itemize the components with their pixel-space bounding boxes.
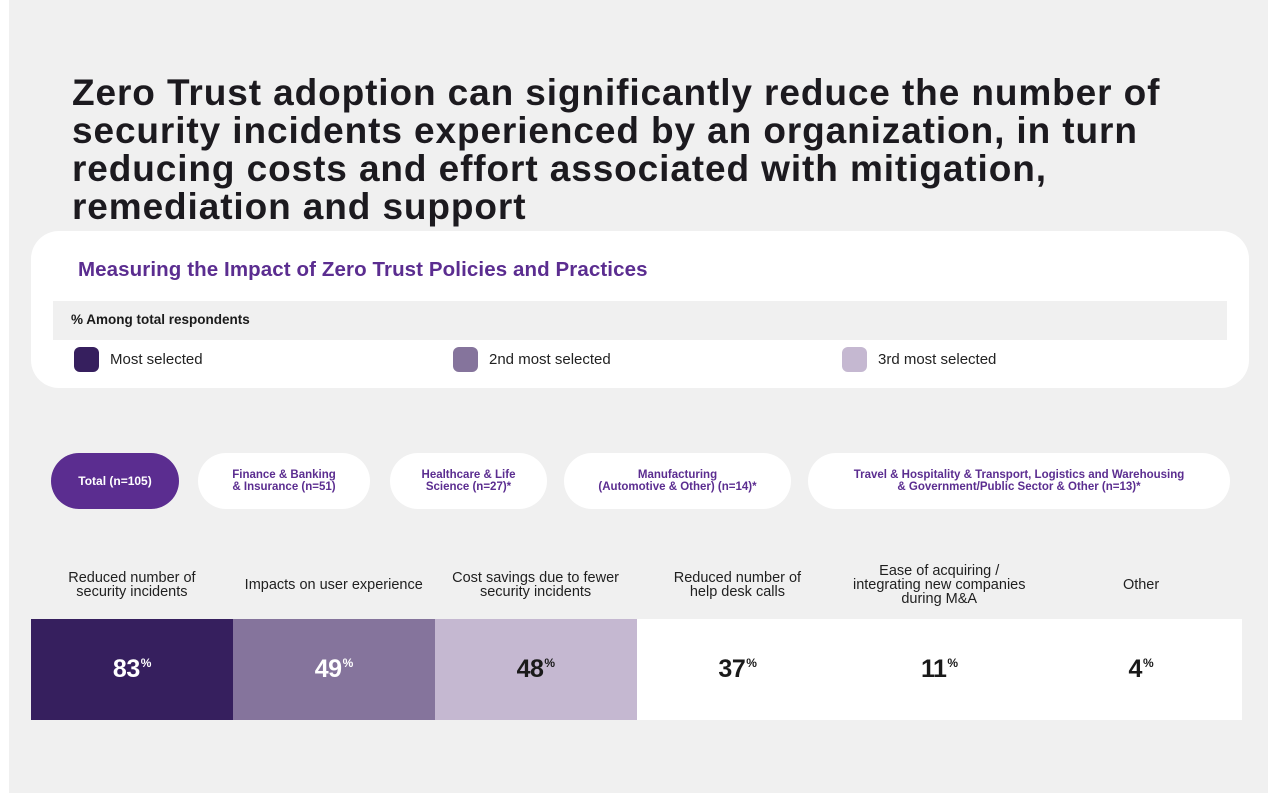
value-cell: 37% — [636, 619, 839, 720]
legend-item-3rd-most-selected: 3rd most selected — [842, 347, 996, 372]
percent-sign: % — [1142, 655, 1154, 670]
column-header: Reduced number of security incidents — [68, 570, 196, 600]
percent-sign: % — [544, 655, 556, 670]
value-label: 37 — [718, 655, 746, 683]
value-cell: 48% — [434, 619, 637, 720]
column-header: Other — [1122, 577, 1160, 593]
percent-sign: % — [746, 655, 757, 670]
legend-swatch-2nd — [453, 347, 478, 372]
legend-label: 3rd most selected — [878, 351, 997, 368]
chart-header-card: Measuring the Impact of Zero Trust Polic… — [31, 231, 1249, 388]
value-cell: 4% — [1040, 619, 1242, 720]
percent-sign: % — [140, 655, 152, 670]
column-header: Cost savings due to fewer security incid… — [452, 570, 619, 600]
filter-pill-total[interactable]: Total (n=105) — [51, 453, 179, 509]
value-label: 49 — [314, 655, 342, 683]
legend-swatch-most — [74, 347, 99, 372]
percent-sign: % — [947, 655, 959, 670]
filter-pill-healthcare[interactable]: Healthcare & Life Science (n=27)* — [390, 453, 547, 509]
legend-swatch-3rd — [842, 347, 867, 372]
filter-pill-travel-other[interactable]: Travel & Hospitality & Transport, Logist… — [808, 453, 1230, 509]
filter-pill-finance[interactable]: Finance & Banking & Insurance (n=51) — [198, 453, 370, 509]
legend-item-2nd-most-selected: 2nd most selected — [453, 347, 611, 372]
page-background: Zero Trust adoption can significantly re… — [9, 0, 1268, 793]
filter-pill-manufacturing[interactable]: Manufacturing (Automotive & Other) (n=14… — [564, 453, 791, 509]
column-header: Reduced number of help desk calls — [673, 570, 802, 600]
respondents-label: % Among total respondents — [71, 312, 250, 327]
value-cell: 11% — [838, 619, 1041, 720]
legend-label: Most selected — [110, 351, 203, 368]
page-headline: Zero Trust adoption can significantly re… — [72, 72, 1161, 227]
values-row: 83% 49% 48% 37% 11% 4% — [31, 619, 1242, 720]
value-cell: 49% — [232, 619, 436, 720]
value-label: 48 — [516, 655, 544, 683]
value-label: 83 — [112, 655, 140, 683]
legend-item-most-selected: Most selected — [74, 347, 203, 372]
legend-label: 2nd most selected — [489, 351, 611, 368]
percent-sign: % — [342, 655, 354, 670]
column-header: Ease of acquiring / integrating new comp… — [852, 563, 1026, 607]
respondents-bar: % Among total respondents — [53, 301, 1227, 340]
column-header: Impacts on user experience — [244, 577, 423, 593]
value-cell: 83% — [31, 619, 234, 720]
value-label: 4 — [1128, 655, 1143, 683]
chart-title: Measuring the Impact of Zero Trust Polic… — [78, 258, 648, 281]
value-label: 11 — [920, 655, 947, 683]
